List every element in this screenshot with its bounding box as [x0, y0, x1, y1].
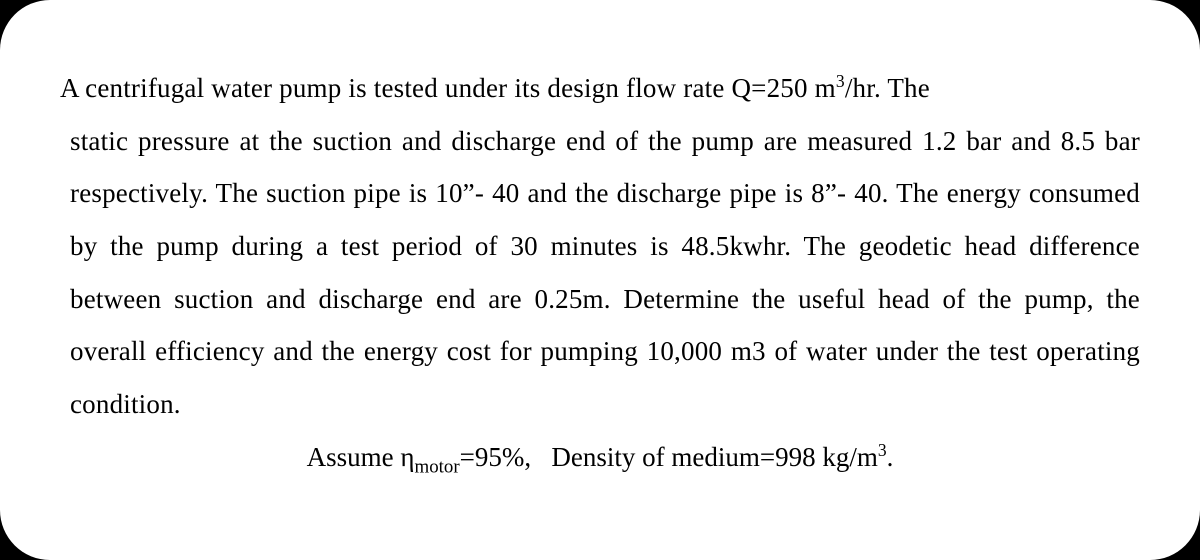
page-card: A centrifugal water pump is tested under…: [0, 0, 1200, 560]
problem-body: static pressure at the suction and disch…: [60, 115, 1140, 431]
assume-suffix: .: [887, 442, 894, 472]
flow-rate-unit-prefix: m: [808, 73, 836, 103]
assume-prefix: Assume η: [307, 442, 415, 472]
problem-line1-prefix: A centrifugal water pump is tested under…: [60, 73, 767, 103]
flow-rate-value: 250: [767, 73, 808, 103]
assume-exp: 3: [878, 440, 887, 460]
assume-sub: motor: [415, 457, 460, 478]
assume-mid: =95%, Density of medium=998 kg/m: [460, 442, 878, 472]
flow-rate-unit-suffix: /hr. The: [845, 73, 930, 103]
problem-statement: A centrifugal water pump is tested under…: [60, 62, 1140, 430]
assumptions-line: Assume ηmotor=95%, Density of medium=998…: [60, 432, 1140, 483]
flow-rate-unit-exp: 3: [836, 71, 845, 91]
